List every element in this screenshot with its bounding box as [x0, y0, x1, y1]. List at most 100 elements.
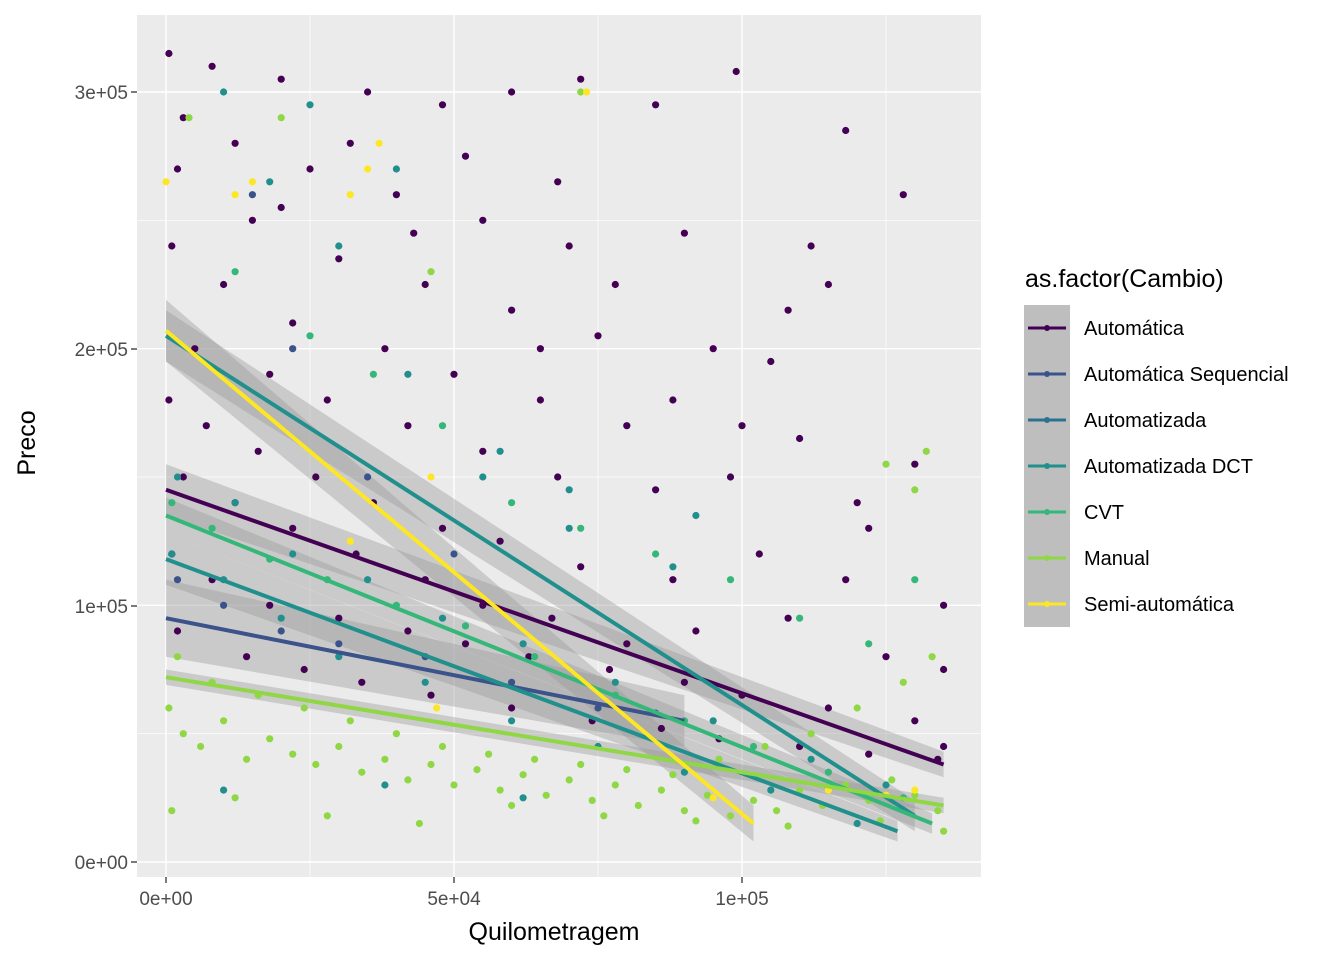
data-point	[600, 812, 608, 820]
data-point	[807, 730, 815, 738]
data-point	[749, 796, 758, 805]
data-point	[611, 280, 619, 289]
data-point	[306, 165, 314, 173]
legend-item-cvt: CVT	[1024, 489, 1124, 535]
legend-key-point	[1044, 555, 1050, 561]
x-axis: 0e+00 5e+04 1e+05	[139, 877, 769, 910]
trend-line	[165, 513, 933, 826]
data-point	[404, 627, 412, 635]
data-point	[323, 396, 331, 404]
data-point	[300, 704, 308, 712]
data-point	[168, 807, 176, 815]
data-point	[882, 653, 890, 661]
trend-line	[164, 334, 916, 818]
y-tick-label: 3e+05	[75, 83, 128, 104]
data-point	[888, 776, 896, 784]
data-point	[277, 614, 285, 622]
major-gridlines	[137, 15, 981, 877]
data-point	[842, 576, 850, 584]
data-point	[692, 627, 700, 635]
data-point	[749, 742, 758, 751]
data-point	[726, 576, 735, 584]
legend: as.factor(Cambio) Automática Automática …	[1024, 265, 1289, 627]
data-point	[438, 614, 447, 622]
data-point	[289, 345, 297, 353]
data-point	[438, 101, 447, 109]
data-point	[248, 216, 256, 224]
data-point	[940, 742, 948, 751]
data-point	[231, 139, 239, 147]
data-point	[479, 473, 487, 481]
y-tick-2: 2e+05	[75, 340, 137, 361]
y-tick-1: 1e+05	[75, 597, 137, 618]
data-point	[479, 216, 487, 224]
data-point	[220, 280, 228, 289]
data-point	[450, 781, 458, 789]
y-tick-3: 3e+05	[75, 83, 137, 104]
data-point	[623, 422, 631, 430]
data-point	[911, 576, 919, 584]
data-point	[680, 768, 689, 776]
data-point	[231, 794, 239, 802]
data-point	[358, 768, 366, 776]
data-point	[865, 524, 873, 532]
data-point	[392, 191, 400, 199]
data-point	[519, 771, 527, 779]
data-point	[231, 191, 239, 199]
data-point	[508, 717, 516, 725]
data-point	[709, 345, 717, 353]
data-point	[415, 819, 423, 828]
data-point	[231, 499, 239, 507]
legend-key-point	[1044, 371, 1050, 377]
data-point	[289, 550, 297, 558]
data-point	[312, 760, 320, 769]
y-axis: 0e+00 1e+05 2e+05 3e+05	[75, 83, 137, 874]
data-point	[531, 755, 539, 763]
data-point	[335, 653, 343, 661]
legend-item-automatizada-dct: Automatizada DCT	[1024, 443, 1253, 489]
legend-key-point	[1044, 463, 1050, 469]
data-point	[243, 755, 251, 763]
data-point	[364, 165, 372, 173]
minor-gridlines	[137, 15, 981, 877]
x-tick-0: 0e+00	[139, 877, 193, 910]
data-point	[404, 370, 412, 378]
data-point	[508, 88, 516, 96]
data-point	[208, 62, 216, 70]
data-point	[842, 126, 850, 135]
data-point	[346, 717, 354, 725]
data-point	[940, 827, 948, 835]
data-point	[703, 791, 712, 799]
legend-label: Automática Sequencial	[1084, 364, 1289, 386]
legend-title: as.factor(Cambio)	[1025, 265, 1224, 293]
data-point	[392, 730, 400, 738]
data-point	[807, 242, 815, 250]
data-point	[577, 524, 585, 532]
data-point	[911, 786, 919, 794]
data-point	[565, 524, 573, 532]
data-point	[427, 268, 435, 276]
data-point	[168, 550, 176, 558]
data-point	[496, 786, 504, 794]
y-tick-label: 0e+00	[75, 853, 128, 874]
data-point	[335, 640, 343, 648]
x-axis-title: Quilometragem	[469, 918, 640, 946]
data-point	[421, 280, 429, 289]
data-point	[565, 242, 573, 250]
data-point	[438, 742, 447, 751]
data-point	[289, 524, 297, 532]
trend-line	[165, 557, 899, 834]
data-point	[519, 640, 527, 648]
data-point	[940, 601, 948, 609]
legend-item-manual: Manual	[1024, 535, 1150, 581]
trend-lines	[164, 329, 945, 834]
data-point	[726, 812, 735, 820]
data-point	[165, 49, 173, 58]
data-point	[652, 550, 660, 558]
data-point	[168, 242, 176, 250]
data-point	[364, 473, 372, 481]
data-point	[692, 511, 700, 520]
data-point	[726, 473, 735, 481]
data-point	[767, 786, 775, 794]
data-point	[715, 755, 723, 763]
